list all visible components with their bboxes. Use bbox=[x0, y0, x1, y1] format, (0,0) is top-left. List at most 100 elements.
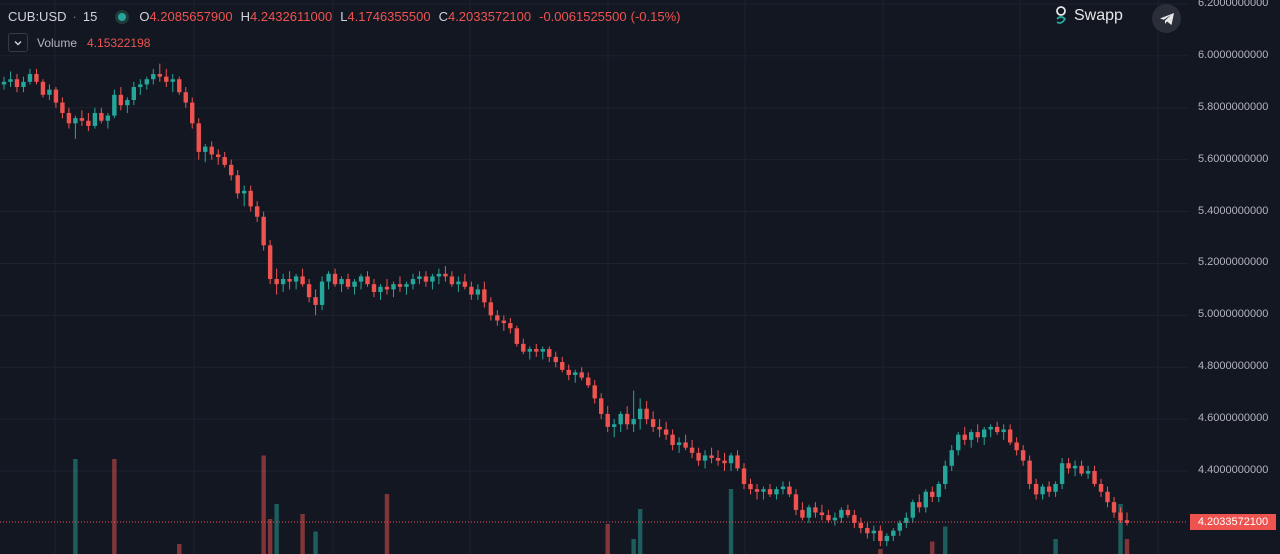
current-price-tag: 4.2033572100 bbox=[1190, 514, 1276, 530]
candle-13 bbox=[86, 112, 91, 132]
candle-92 bbox=[599, 393, 604, 420]
candle-body bbox=[248, 190, 253, 207]
candle-158 bbox=[1027, 455, 1032, 490]
candle-36 bbox=[235, 170, 240, 199]
candle-body bbox=[144, 79, 150, 85]
candle-body bbox=[754, 489, 760, 492]
candle-body bbox=[183, 92, 188, 103]
candle-164 bbox=[1066, 458, 1071, 474]
candle-body bbox=[378, 286, 383, 292]
candle-body bbox=[845, 509, 851, 516]
candle-body bbox=[417, 276, 422, 280]
candle-126 bbox=[819, 504, 825, 521]
candle-body bbox=[371, 284, 377, 292]
telegram-button[interactable] bbox=[1152, 4, 1181, 33]
candle-102 bbox=[663, 421, 669, 440]
candle-body bbox=[780, 486, 786, 490]
candle-114 bbox=[741, 463, 747, 490]
candle-161 bbox=[1046, 481, 1052, 497]
candle-95 bbox=[618, 411, 623, 433]
candle-body bbox=[930, 491, 935, 497]
candle-30 bbox=[196, 118, 201, 160]
candle-51 bbox=[332, 268, 338, 287]
candle-body bbox=[696, 452, 701, 461]
candle-133 bbox=[865, 522, 870, 539]
candle-body bbox=[1118, 512, 1123, 521]
candle-116 bbox=[754, 483, 760, 500]
candle-body bbox=[1079, 465, 1084, 474]
volume-bar-97 bbox=[631, 539, 636, 554]
candle-43 bbox=[280, 273, 286, 292]
candle-21 bbox=[138, 79, 143, 95]
brand[interactable]: Swapp bbox=[1054, 5, 1123, 27]
chevron-down-icon bbox=[14, 40, 22, 45]
candle-6 bbox=[40, 79, 46, 98]
candle-117 bbox=[761, 486, 766, 500]
collapse-toggle[interactable] bbox=[8, 33, 28, 52]
candle-67 bbox=[436, 268, 442, 285]
candle-96 bbox=[624, 406, 630, 430]
price-tick-label: 4.6000000000 bbox=[1198, 412, 1269, 425]
candle-body bbox=[112, 94, 117, 116]
candle-22 bbox=[144, 76, 150, 90]
candle-68 bbox=[443, 266, 448, 282]
candle-body bbox=[917, 502, 922, 508]
candle-body bbox=[1066, 463, 1071, 469]
candle-body bbox=[891, 530, 896, 536]
candle-15 bbox=[99, 107, 104, 124]
candle-body bbox=[1111, 502, 1117, 513]
candle-172 bbox=[1118, 507, 1123, 523]
candle-29 bbox=[190, 97, 195, 129]
candle-4 bbox=[27, 68, 33, 85]
candle-body bbox=[47, 89, 52, 95]
interval-label[interactable]: 15 bbox=[82, 9, 98, 24]
candle-body bbox=[495, 315, 500, 321]
symbol-name[interactable]: CUB:USD bbox=[8, 9, 67, 24]
market-status-icon bbox=[115, 9, 130, 24]
candle-body bbox=[14, 79, 20, 88]
candle-body bbox=[787, 486, 792, 495]
price-tick-label: 4.4000000000 bbox=[1198, 464, 1269, 476]
volume-bar-40 bbox=[261, 455, 266, 554]
volume-bar-143 bbox=[930, 541, 935, 554]
candle-131 bbox=[852, 509, 857, 529]
candle-93 bbox=[605, 406, 610, 433]
candle-40 bbox=[261, 211, 266, 251]
candle-body bbox=[514, 328, 520, 344]
candle-23 bbox=[151, 68, 156, 85]
candle-body bbox=[923, 491, 928, 508]
candle-body bbox=[560, 362, 565, 370]
candle-body bbox=[1040, 486, 1045, 495]
candle-44 bbox=[287, 271, 292, 290]
candle-body bbox=[79, 118, 85, 121]
candle-body bbox=[326, 273, 331, 282]
candle-165 bbox=[1072, 460, 1078, 477]
candle-155 bbox=[1007, 424, 1013, 446]
candle-9 bbox=[60, 97, 65, 119]
candle-70 bbox=[456, 276, 461, 292]
candle-body bbox=[190, 102, 195, 124]
volume-bar-41 bbox=[267, 519, 273, 554]
candle-141 bbox=[917, 494, 922, 513]
candle-24 bbox=[157, 63, 162, 82]
candle-body bbox=[228, 164, 234, 176]
candle-98 bbox=[637, 398, 643, 430]
volume-bar-46 bbox=[300, 514, 305, 554]
telegram-icon bbox=[1159, 12, 1174, 25]
candle-78 bbox=[508, 317, 513, 334]
candle-body bbox=[66, 112, 72, 124]
candle-154 bbox=[1001, 424, 1006, 440]
price-tick-label: 6.2000000000 bbox=[1198, 0, 1269, 9]
candle-body bbox=[196, 123, 201, 152]
candle-body bbox=[391, 284, 396, 290]
price-tick-label: 5.2000000000 bbox=[1198, 256, 1269, 269]
candle-108 bbox=[702, 450, 708, 469]
candle-body bbox=[209, 146, 214, 155]
candle-body bbox=[508, 323, 513, 329]
candle-body bbox=[793, 494, 799, 510]
candle-94 bbox=[611, 419, 617, 438]
candle-19 bbox=[125, 97, 130, 113]
candle-body bbox=[599, 398, 604, 414]
candle-body bbox=[722, 460, 727, 464]
